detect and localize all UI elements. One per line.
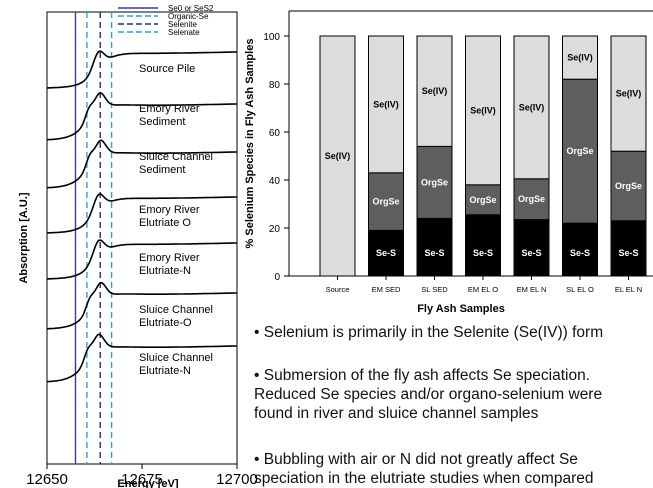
bar-segment [465,184,501,216]
y-tick-label: 80 [269,80,281,91]
bar-segment-label: Se-S [618,248,638,258]
bar-segment-label: OrgSe [566,146,593,156]
bar-segment-label: Se-S [424,248,444,258]
bar-segment [465,214,501,277]
selenium-species-bar-chart: 0 20 40 60 80 100 % Selenium Species in Fly As… [244,10,653,315]
x-tick-label: EM EL N [517,285,547,294]
legend-label: Selenate [168,28,200,37]
x-tick-label: SL SED [421,285,448,294]
x-tick-label: EL EL N [615,285,642,294]
x-tick-label: EM EL O [468,285,498,294]
bar-segment [562,222,598,277]
bullet-text-2: • Submersion of the fly ash affects Se s… [254,366,602,423]
spectrum-line [47,50,237,89]
x-tick-label: SL EL O [566,285,594,294]
bar-segment-label: Se(IV) [422,86,448,96]
spectrum-label: Elutriate-N [139,365,191,377]
x-tick-label: 12675 [121,471,163,488]
y-tick-label: 60 [269,128,281,139]
y-tick-label: 100 [263,32,280,43]
bullet-line: speciation in the elutriate studies when… [254,470,594,487]
bullet-line: • Submersion of the fly ash affects Se s… [254,367,590,384]
spectrum-line [47,281,237,330]
y-tick-label: 40 [269,176,281,187]
bullet-list: • Selenium is primarily in the Selenite … [254,320,653,488]
legend-label: Se0 or SeS2 [168,4,214,13]
bar-segment-label: Se-S [473,248,493,258]
spectrum-label: Emory River [139,204,200,216]
spectrum-label: Elutriate-N [139,265,191,277]
bullet-text-1: • Selenium is primarily in the Selenite … [254,323,603,342]
x-axis-label: Fly Ash Samples [417,303,505,315]
bar-segment-label: OrgSe [469,195,496,205]
spectrum-label: Sediment [139,116,185,128]
bar-segment-label: Se-S [570,248,590,258]
spectrum-label: Emory River [139,252,200,264]
bullet-line: found in river and sluice channel sample… [254,405,539,422]
bullet-line: • Selenium is primarily in the Selenite … [254,324,604,341]
legend-label: Organic-Se [168,12,209,21]
bar-segment [610,35,647,152]
bar-segment-label: Se(IV) [373,99,399,109]
bar-segment-label: OrgSe [518,194,545,204]
spectrum-label: Emory River [139,103,200,115]
bar-segment [465,35,501,186]
bar-segment-label: OrgSe [421,177,448,187]
bar-segment [319,35,356,277]
bar-segment [513,35,550,180]
spectrum-line [47,193,237,234]
x-tick-label: 12700 [216,471,258,488]
spectrum-label: Elutriate-O [139,317,192,329]
y-axis-label: Absorption [A.U.] [18,192,30,283]
x-axis-label: Energy [eV] [117,478,178,488]
bar-segment-label: Se-S [521,248,541,258]
spectrum-line [47,139,237,189]
spectrum-line [47,92,237,141]
spectrum-label: Sediment [139,164,185,176]
bar-segment-label: Se-S [376,248,396,258]
bar-segment-label: Se(IV) [325,151,351,161]
x-tick-label: 12650 [26,471,68,488]
bar-segment-label: Se(IV) [567,53,593,63]
spectrum-line [47,239,237,280]
bar-segment [562,78,598,224]
spectrum-line [46,333,237,383]
bar-segment-label: Se(IV) [616,89,642,99]
bar-segment [368,229,404,277]
bar-segment-label: OrgSe [372,197,399,207]
bar-segment-label: Se(IV) [470,105,496,115]
spectrum-label: Elutriate O [139,217,191,229]
y-tick-label: 0 [274,272,280,283]
legend-label: Selenite [168,20,197,29]
bar-segment [368,35,404,174]
bar-segment-label: OrgSe [615,181,642,191]
x-tick-label: EM SED [372,285,401,294]
spectrum-label: Sluice Channel [139,352,213,364]
bullet-line: Reduced Se species and/or organo-seleniu… [254,386,603,403]
y-axis-label: % Selenium Species in Fly Ash Samples [244,39,256,249]
bar-segment [610,150,647,222]
spectrum-label: Sluice Channel [139,304,213,316]
y-tick-label: 20 [269,224,281,235]
bullet-line: • Bubbling with air or N did not greatly… [254,451,578,468]
bar-segment [416,35,453,147]
bar-segment [562,35,598,80]
spectrum-label: Source Pile [139,63,195,75]
x-tick-label: Source [326,285,350,294]
bar-segment [368,172,404,231]
bar-segment-label: Se(IV) [519,102,545,112]
spectrum-label: Sluice Channel [139,151,213,163]
bullet-text-3: • Bubbling with air or N did not greatly… [254,450,593,488]
